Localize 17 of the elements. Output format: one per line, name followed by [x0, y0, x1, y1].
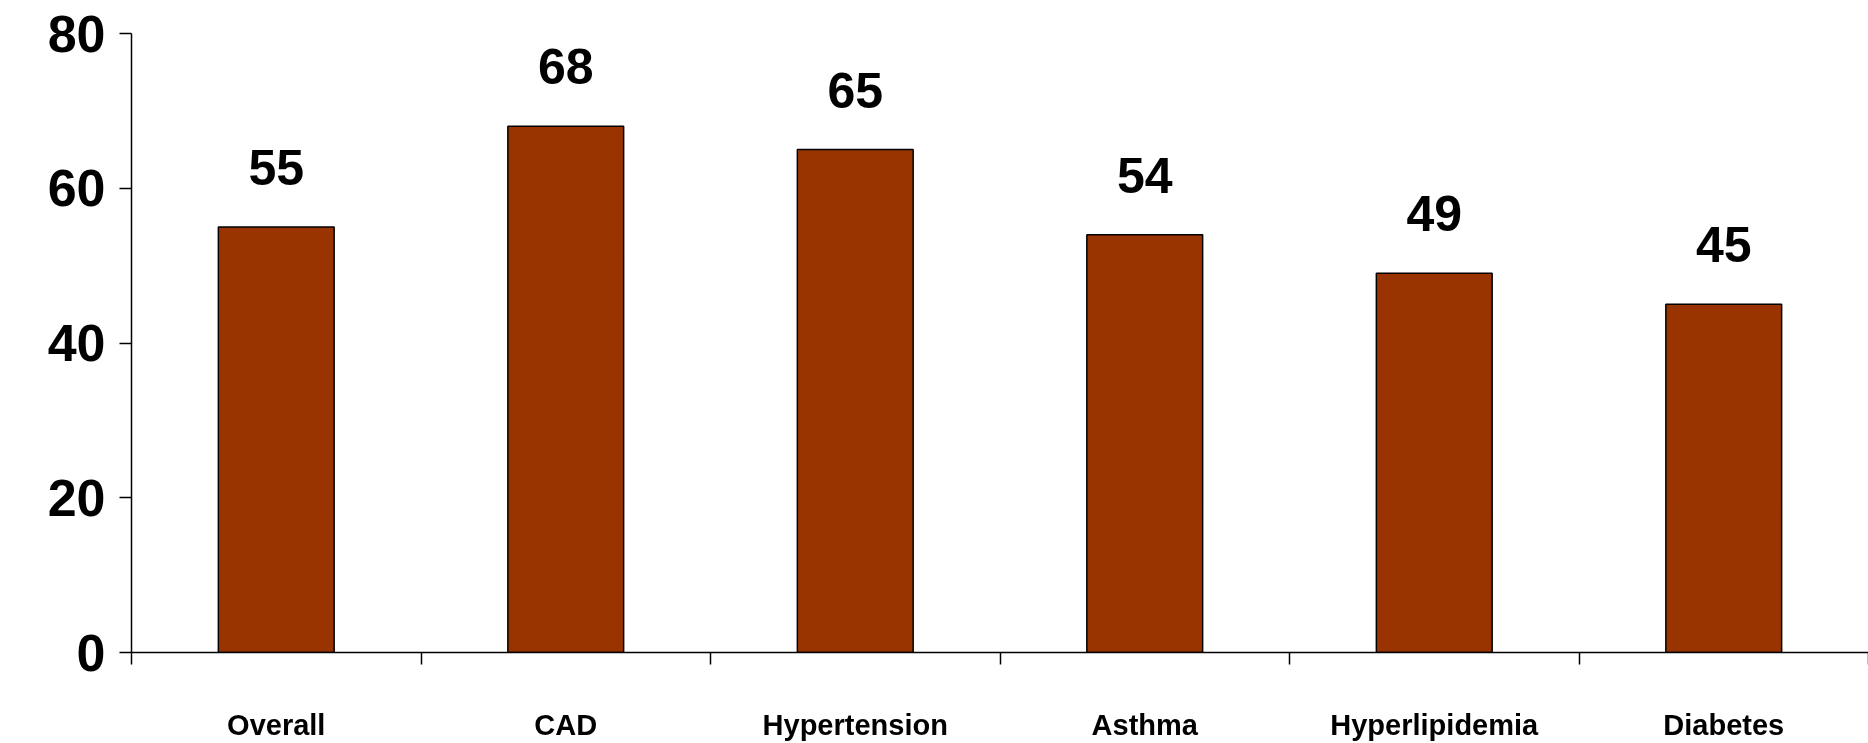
x-tick-label: Overall	[227, 708, 326, 741]
y-tick-label: 20	[47, 468, 106, 527]
x-tick-label: Hypertension	[762, 708, 948, 741]
y-tick-label: 40	[47, 314, 106, 372]
y-tick-label: 80	[47, 4, 106, 63]
data-label: 55	[248, 139, 305, 196]
x-tick-label: Hyperlipidemia	[1330, 708, 1540, 741]
x-tick-label: Asthma	[1091, 708, 1199, 741]
data-label: 65	[827, 62, 884, 119]
y-tick-label: 60	[47, 159, 106, 218]
data-label: 54	[1116, 147, 1173, 204]
data-label: 45	[1695, 217, 1752, 274]
x-tick-label: Diabetes	[1663, 708, 1785, 741]
data-label: 68	[537, 39, 594, 96]
x-tick-label: CAD	[534, 708, 598, 741]
data-label: 49	[1406, 186, 1463, 243]
y-tick-label: 0	[76, 623, 106, 682]
